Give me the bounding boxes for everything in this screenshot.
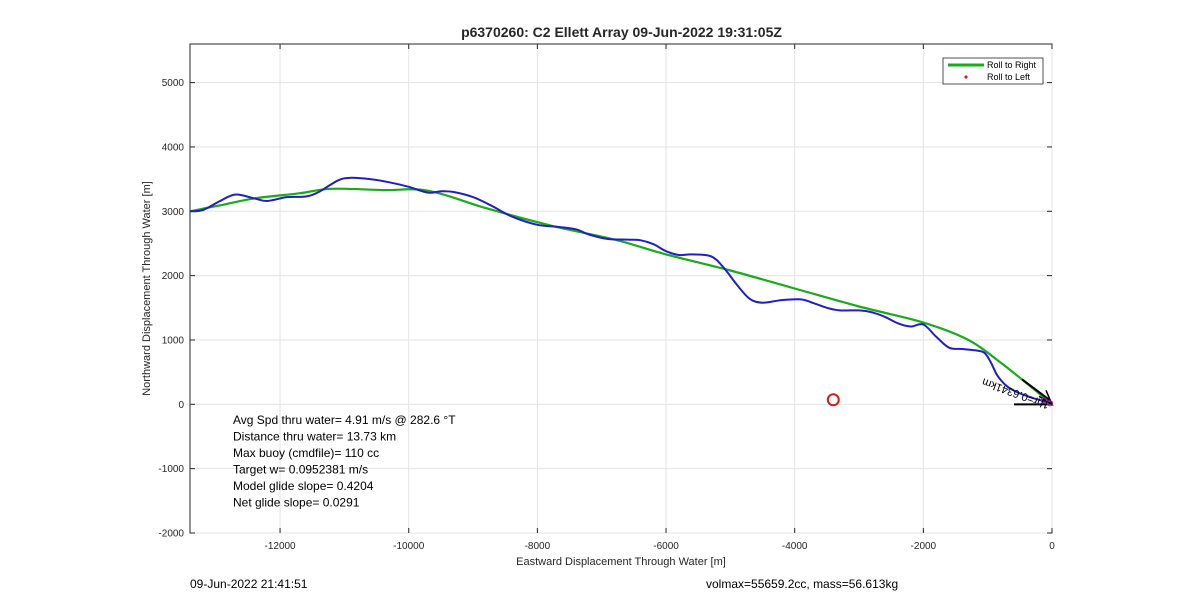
x-tick-label: 0 [1049,541,1055,552]
chart-title: p6370260: C2 Ellett Array 09-Jun-2022 19… [461,24,782,40]
legend: Roll to Right Roll to Left [942,57,1044,85]
stats-line: Target w= 0.0952381 m/s [233,463,368,477]
legend-swatch-roll-left [964,75,968,79]
x-tick-label: -12000 [264,541,296,552]
y-tick-label: -2000 [158,529,184,540]
grid-lines [190,44,1053,534]
start-marker [826,393,840,407]
stats-box: Avg Spd thru water= 4.91 m/s @ 282.6 °T … [233,413,456,510]
x-tick-label: -4000 [782,541,808,552]
y-tick-label: 1000 [162,335,185,346]
y-tick-label: 5000 [162,78,185,89]
x-tick-label: -6000 [653,541,679,552]
end-marker [1046,400,1054,407]
end-marker [1040,397,1048,404]
stats-line: Distance thru water= 13.73 km [233,430,396,444]
footer-timestamp: 09-Jun-2022 21:41:51 [190,577,308,591]
legend-label-roll-left: Roll to Left [987,72,1031,82]
series-lines [189,176,1053,406]
axis-ticks: -12000 -10000 -8000 -6000 -4000 -2000 0-2000-1… [158,44,1055,552]
series-track-line [189,176,1053,406]
x-axis-label: Eastward Displacement Through Water [m] [516,556,726,568]
y-axis-label: Northward Displacement Through Water [m] [141,181,153,396]
stats-line: Avg Spd thru water= 4.91 m/s @ 282.6 °T [233,413,456,427]
y-tick-label: 3000 [162,207,185,218]
heading-arrow-line [1021,378,1051,402]
y-tick-label: 0 [178,400,184,411]
x-tick-label: -10000 [393,541,425,552]
y-tick-label: -1000 [158,464,184,475]
legend-label-roll-right: Roll to Right [987,60,1037,70]
stats-line: Model glide slope= 0.4204 [233,479,374,493]
legend-box [942,57,1044,85]
y-tick-label: 4000 [162,142,185,153]
stats-line: Net glide slope= 0.0291 [233,496,360,510]
x-tick-label: -2000 [911,541,937,552]
stats-line: Max buoy (cmdfile)= 110 cc [233,446,379,460]
y-tick-label: 2000 [162,271,185,282]
footer-vol-mass: volmax=55659.2cc, mass=56.613kg [706,577,899,591]
x-tick-label: -8000 [525,541,551,552]
